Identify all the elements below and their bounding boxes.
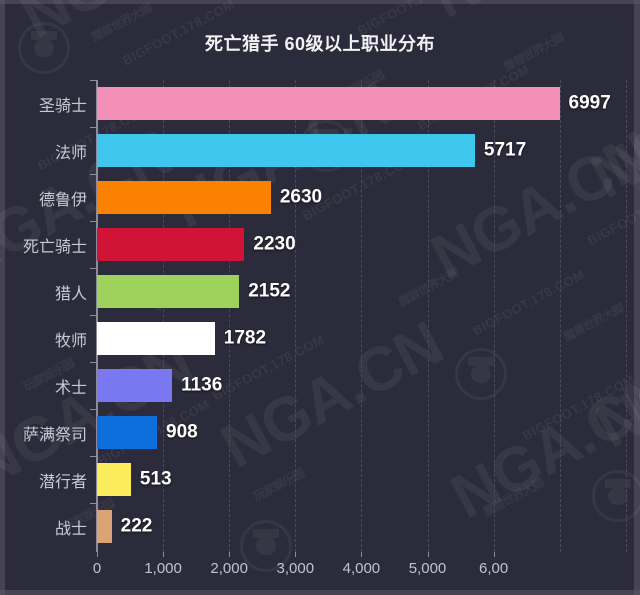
bar-row: 2630 <box>90 174 635 221</box>
bar-row: 5717 <box>90 127 635 174</box>
bar-row: 1782 <box>90 315 635 362</box>
gridline <box>163 80 165 552</box>
y-axis-tickmark <box>90 80 97 81</box>
frame-edge-right <box>634 0 640 595</box>
y-axis-tickmark <box>90 127 97 128</box>
y-axis-category-label: 死亡骑士 <box>22 238 87 256</box>
y-axis-tickmark <box>90 362 97 363</box>
bar-row: 513 <box>90 456 635 503</box>
bar-row: 6997 <box>90 80 635 127</box>
bar-value-label: 5717 <box>483 139 527 161</box>
bar[interactable] <box>97 416 158 449</box>
x-axis-tickmark <box>163 552 165 557</box>
watermark-text: NGA.CN <box>420 0 640 33</box>
bar[interactable] <box>97 87 560 120</box>
x-axis-ticks: 0 1,000 2,000 3,000 4,000 5,000 6,00 <box>0 552 640 592</box>
bar[interactable] <box>97 463 131 496</box>
x-axis-tickmark <box>427 552 429 557</box>
y-axis-tickmark <box>90 409 97 410</box>
x-axis-tick-label: 4,000 <box>342 560 381 577</box>
y-axis-category-label: 术士 <box>54 379 87 397</box>
frame-edge-left <box>0 0 5 595</box>
y-axis-line <box>96 80 98 552</box>
x-axis-tickmark <box>361 552 363 557</box>
x-axis-tick-label: 0 <box>92 560 102 577</box>
bar[interactable] <box>97 228 245 261</box>
y-axis-category-label: 牧师 <box>54 332 87 350</box>
y-axis-category-label: 德鲁伊 <box>38 191 87 209</box>
y-axis-category-label: 潜行者 <box>38 473 87 491</box>
y-axis-tickmark <box>90 456 97 457</box>
bar[interactable] <box>97 510 112 543</box>
x-axis-tick-label: 1,000 <box>144 560 182 577</box>
x-axis-tickmark <box>229 552 231 557</box>
bar-row: 1136 <box>90 362 635 409</box>
bar-row: 2152 <box>90 268 635 315</box>
bar-series: 6997 5717 2630 2230 2152 1782 1136 908 513 222 <box>90 80 635 552</box>
gridline <box>427 80 429 552</box>
y-axis-category-label: 萨满祭司 <box>22 426 87 444</box>
y-axis-tickmark <box>90 268 97 269</box>
gridline <box>361 80 363 552</box>
plot-area: 6997 5717 2630 2230 2152 1782 1136 908 513 222 <box>90 80 635 552</box>
y-axis-category-label: 战士 <box>54 520 87 538</box>
x-axis-tickmark <box>493 552 495 557</box>
x-axis-tickmark <box>295 552 297 557</box>
bar-value-label: 2230 <box>253 233 296 255</box>
bar-value-label: 222 <box>120 515 153 537</box>
bar-value-label: 1136 <box>181 374 223 396</box>
bar[interactable] <box>97 369 173 402</box>
y-axis-tickmark <box>90 221 97 222</box>
y-axis-category-label: 猎人 <box>54 285 87 303</box>
bar[interactable] <box>97 181 271 214</box>
bar-value-label: 513 <box>139 468 172 490</box>
gridline <box>295 80 297 552</box>
x-axis-tick-label: 2,000 <box>210 560 248 577</box>
y-axis-tickmark <box>90 503 97 504</box>
bar-row: 2230 <box>90 221 635 268</box>
y-axis-tickmark <box>90 315 97 316</box>
x-axis-tickmark <box>97 552 98 557</box>
y-axis-category-label: 法师 <box>54 144 87 162</box>
x-axis-tick-label: 6,00 <box>478 560 509 577</box>
gridline <box>559 80 561 552</box>
bar-value-label: 908 <box>166 421 198 443</box>
gridline <box>229 80 231 552</box>
bar[interactable] <box>97 275 240 308</box>
y-axis-category-label: 圣骑士 <box>38 97 87 115</box>
bar-value-label: 6997 <box>568 92 611 114</box>
bar-row: 908 <box>90 409 635 456</box>
frame-edge-top <box>0 0 640 4</box>
x-axis-tick-label: 5,000 <box>408 560 447 577</box>
bar[interactable] <box>97 134 475 167</box>
bar-value-label: 2152 <box>248 280 291 302</box>
gridline <box>625 80 627 552</box>
y-axis-tickmark <box>90 174 97 175</box>
x-axis-tick-label: 3,000 <box>276 560 315 577</box>
frame-edge-bottom <box>0 590 640 595</box>
bar-row: 222 <box>90 503 635 550</box>
chart-title: 死亡猎手 60级以上职业分布 <box>204 34 436 54</box>
gridline <box>493 80 495 552</box>
bar-value-label: 2630 <box>279 186 323 208</box>
bar[interactable] <box>97 322 215 355</box>
bar-value-label: 1782 <box>223 327 267 349</box>
